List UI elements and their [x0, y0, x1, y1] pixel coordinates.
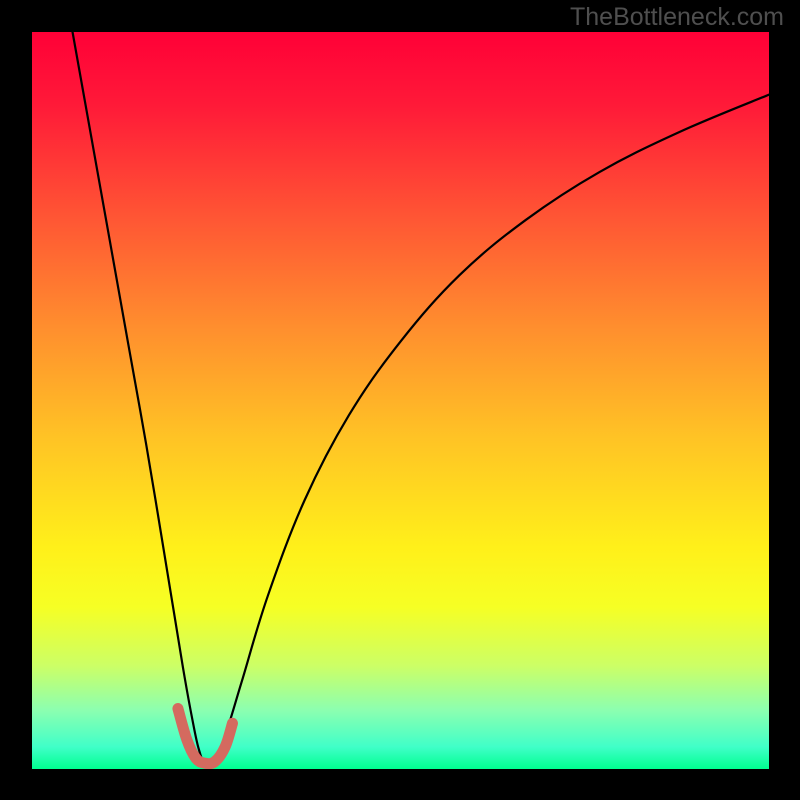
- chart-frame: TheBottleneck.com: [0, 0, 800, 800]
- bottleneck-curve: [73, 32, 769, 762]
- optimal-zone-marker: [178, 709, 233, 764]
- plot-area: [32, 32, 769, 769]
- watermark-text: TheBottleneck.com: [570, 3, 784, 32]
- curve-layer: [32, 32, 769, 769]
